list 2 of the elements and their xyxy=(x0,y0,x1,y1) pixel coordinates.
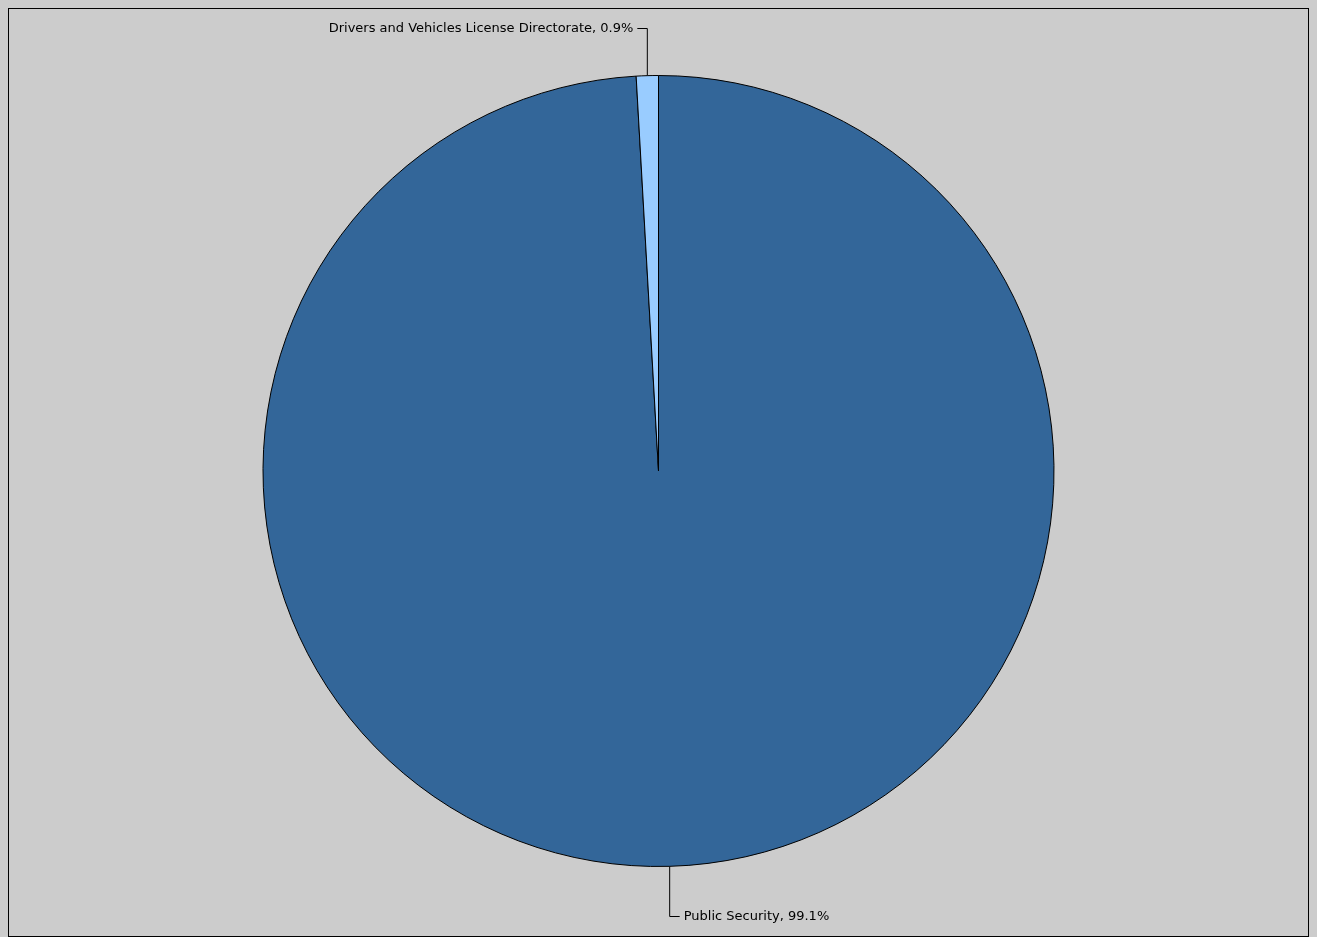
slice-label: Drivers and Vehicles License Directorate, 0.9% xyxy=(328,19,634,35)
slice-label: Public Security, 99.1% xyxy=(683,907,830,923)
